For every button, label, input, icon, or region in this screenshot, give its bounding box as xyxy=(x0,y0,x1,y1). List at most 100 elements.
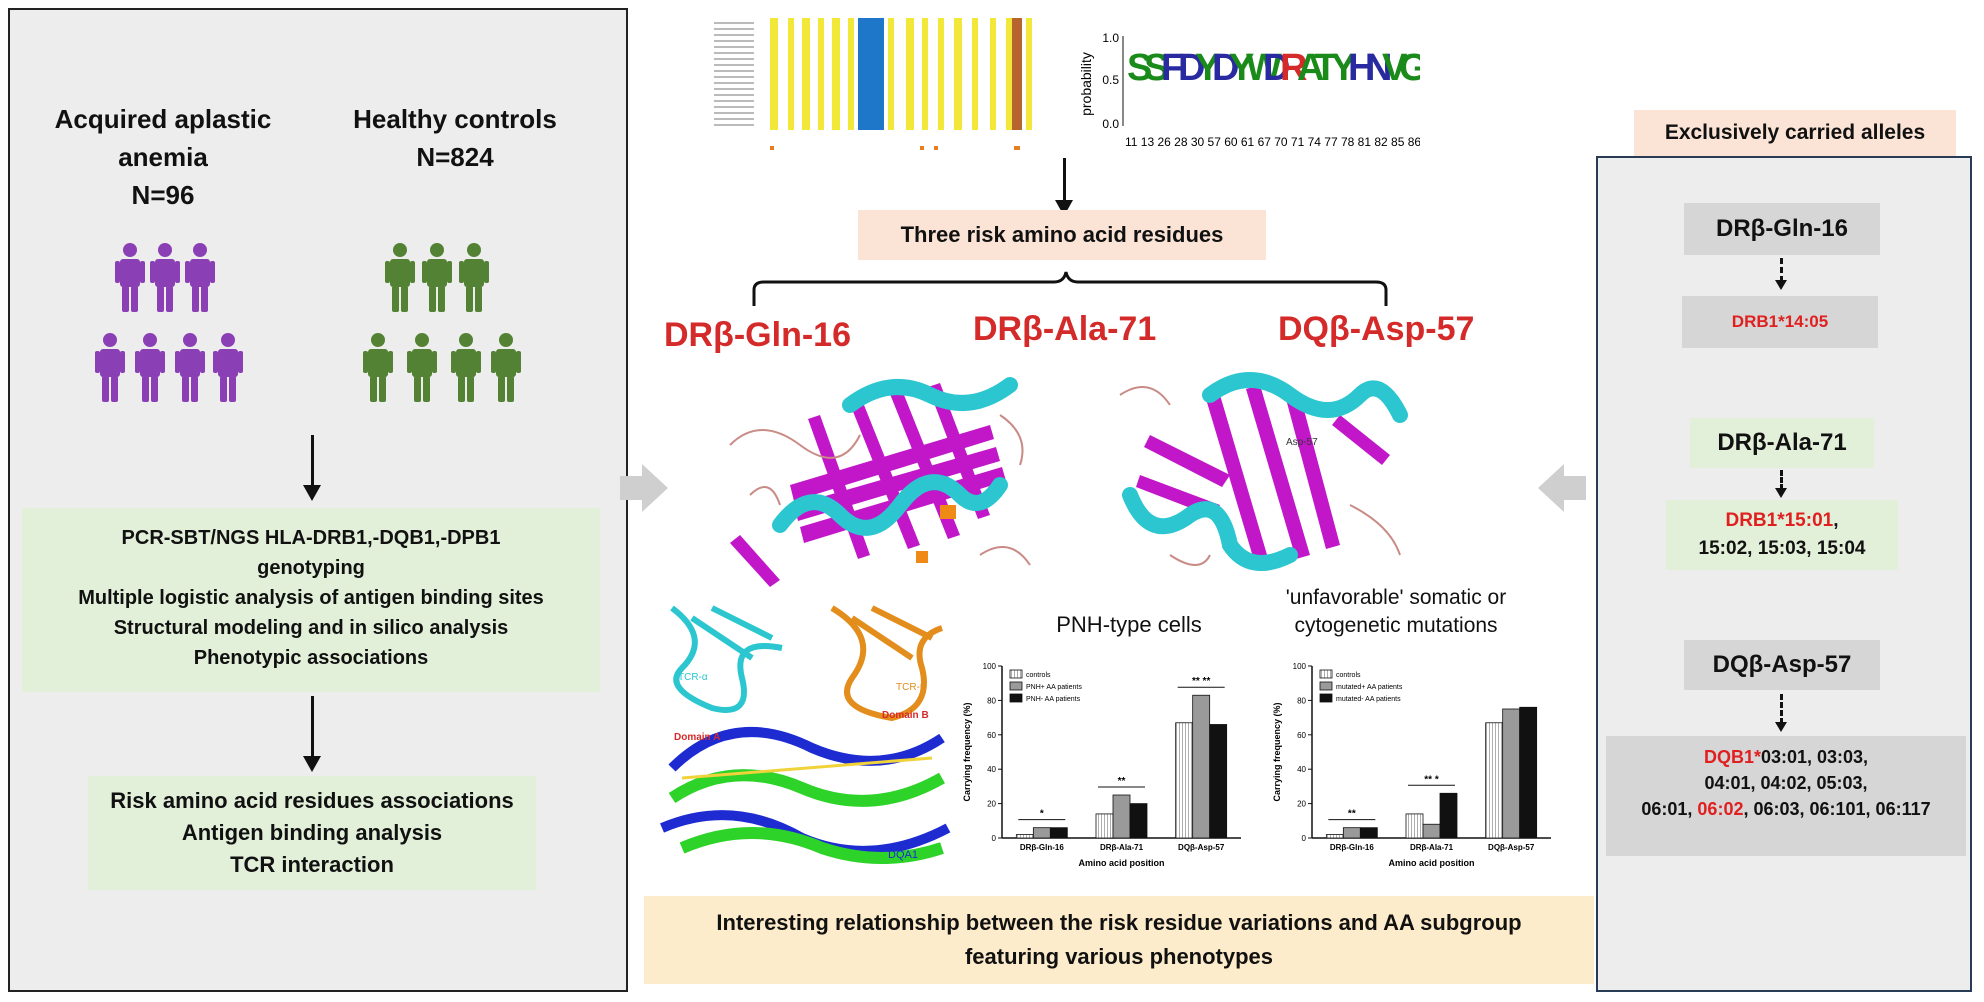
protein-structure-dqb1: Asp-57 xyxy=(1119,372,1408,571)
legend-swatch xyxy=(1009,681,1023,691)
person-icon xyxy=(407,333,437,402)
result-line: Antigen binding analysis xyxy=(181,820,443,845)
significance-label: ** * xyxy=(1424,774,1439,785)
logo-letter: D xyxy=(1178,47,1205,89)
res3-box: DQβ-Asp-57 xyxy=(1684,640,1880,690)
person-icon xyxy=(491,333,521,402)
residue-title-ala71: DRβ-Ala-71 xyxy=(973,310,1157,348)
residue-title-asp57: DQβ-Asp-57 xyxy=(1278,310,1475,348)
exclusive-alleles-title: Exclusively carried alleles xyxy=(1664,121,1926,144)
bar xyxy=(1095,813,1114,839)
legend-swatch xyxy=(1319,669,1333,679)
method-line: PCR-SBT/NGS HLA-DRB1,-DQB1,-DPB1 xyxy=(121,527,501,549)
bar xyxy=(1129,803,1148,839)
people-icons xyxy=(95,243,521,402)
y-tick-label: 60 xyxy=(987,731,996,740)
person-icon xyxy=(459,243,489,312)
chart1-title: PNH-type cells xyxy=(1056,612,1202,637)
aa-group-n: N=96 xyxy=(131,180,195,210)
y-tick-label: 0 xyxy=(1302,834,1307,843)
res1-allele: DRB1*14:05 xyxy=(1731,312,1829,331)
bar xyxy=(1342,827,1361,839)
chart2-title: 'unfavorable' somatic or cytogenetic mut… xyxy=(1285,586,1507,637)
bar xyxy=(1175,722,1194,839)
exclusive-alleles-header: Exclusively carried alleles xyxy=(1634,110,1956,156)
right-pointing-gray-arrow-icon xyxy=(620,464,668,512)
bar xyxy=(1325,834,1344,839)
legend-label: PNH- AA patients xyxy=(1026,696,1081,703)
legend-label: mutated+ AA patients xyxy=(1336,684,1403,691)
y-tick-label: 60 xyxy=(1297,731,1306,740)
control-group-n: N=824 xyxy=(416,142,494,172)
y-tick-label: 80 xyxy=(1297,696,1306,705)
person-icon xyxy=(150,243,180,312)
legend-swatch xyxy=(1319,681,1333,691)
logo-positions: 11 13 26 28 30 57 60 61 67 70 71 74 77 7… xyxy=(1125,135,1420,149)
bar xyxy=(1112,794,1131,839)
protein-structure-drb1 xyxy=(729,377,1031,587)
res3-allele-line3a: 06:01, xyxy=(1641,799,1698,819)
person-icon xyxy=(185,243,215,312)
dqa1-label: DQA1 xyxy=(888,849,918,861)
logo-letter: A xyxy=(1297,47,1324,89)
logo-ytick: 1.0 xyxy=(1102,31,1119,45)
significance-label: ** ** xyxy=(1192,676,1210,687)
mutation-bar-chart: 0 20 40 60 80 100 Carrying frequency (%) Amino … xyxy=(1272,662,1551,868)
residue-title-gln16: DRβ-Gln-16 xyxy=(664,316,851,354)
res1-allele-box: DRB1*14:05 xyxy=(1682,296,1878,348)
control-group-title: Healthy controls xyxy=(353,104,557,134)
dashed-arrow xyxy=(1780,258,1783,282)
logo-letter: D xyxy=(1263,47,1290,89)
bar xyxy=(1405,813,1424,839)
bar xyxy=(1485,722,1504,839)
person-icon xyxy=(115,243,145,312)
res2-allele-comma: , xyxy=(1833,510,1839,531)
domain-a-label: Domain A xyxy=(674,732,720,743)
legend-swatch xyxy=(1009,669,1023,679)
logo-letter: S xyxy=(1127,47,1152,89)
person-icon xyxy=(95,333,125,402)
method-line: Multiple logistic analysis of antigen bi… xyxy=(78,587,544,609)
res1-box: DRβ-Gln-16 xyxy=(1684,203,1880,255)
bar xyxy=(1422,823,1441,839)
res2-allele-line2: 15:02, 15:03, 15:04 xyxy=(1698,538,1866,559)
legend-label: PNH+ AA patients xyxy=(1026,684,1082,691)
legend-label: controls xyxy=(1026,672,1051,679)
bar xyxy=(1439,792,1458,839)
res3-allele-line3b: , 06:03, 06:101, 06:117 xyxy=(1743,799,1931,819)
logo-letter: Y xyxy=(1195,47,1220,89)
x-tick-label: DRβ-Gln-16 xyxy=(1020,843,1065,852)
logo-letter: R xyxy=(1280,47,1307,89)
results-box: Risk amino acid residues associations An… xyxy=(88,776,536,890)
x-axis-label: Amino acid position xyxy=(1078,858,1164,868)
sequence-logo: probability 1.0 0.5 0.0 SSFDYDYWDRATYHNV… xyxy=(1078,31,1420,149)
person-icon xyxy=(175,333,205,402)
logo-letter: G xyxy=(1399,47,1420,89)
flow-arrow-line xyxy=(311,696,314,758)
bar xyxy=(1209,724,1228,839)
person-icon xyxy=(385,243,415,312)
res3-allele-box: DQB1*03:01, 03:03, 04:01, 04:02, 05:03, … xyxy=(1606,736,1966,856)
left-pointing-gray-arrow-icon xyxy=(1538,464,1586,512)
y-tick-label: 20 xyxy=(987,800,996,809)
dashed-arrow-head xyxy=(1775,488,1787,498)
tcr-hla-complex-structure: TCR-α TCR-β Domain A Domain B DQA1 xyxy=(660,605,951,864)
logo-ytick: 0.5 xyxy=(1102,73,1119,87)
result-line: TCR interaction xyxy=(230,852,394,877)
flow-arrow-head xyxy=(303,485,321,501)
logo-letter: Y xyxy=(1331,47,1356,89)
logo-letter: N xyxy=(1365,47,1392,89)
legend-label: mutated- AA patients xyxy=(1336,696,1401,703)
control-icons xyxy=(363,243,521,402)
result-line: Risk amino acid residues associations xyxy=(110,788,514,813)
logo-letter: W xyxy=(1246,47,1282,89)
control-group-label: Healthy controls N=824 xyxy=(330,100,580,176)
significance-label: * xyxy=(1040,809,1044,820)
legend-swatch xyxy=(1009,693,1023,703)
bar xyxy=(1049,827,1068,839)
res2-label: DRβ-Ala-71 xyxy=(1717,429,1847,456)
legend-label: controls xyxy=(1336,672,1361,679)
bar xyxy=(1015,834,1034,839)
logo-letter: H xyxy=(1348,47,1375,89)
aa-group-title: Acquired aplastic anemia xyxy=(54,104,272,172)
